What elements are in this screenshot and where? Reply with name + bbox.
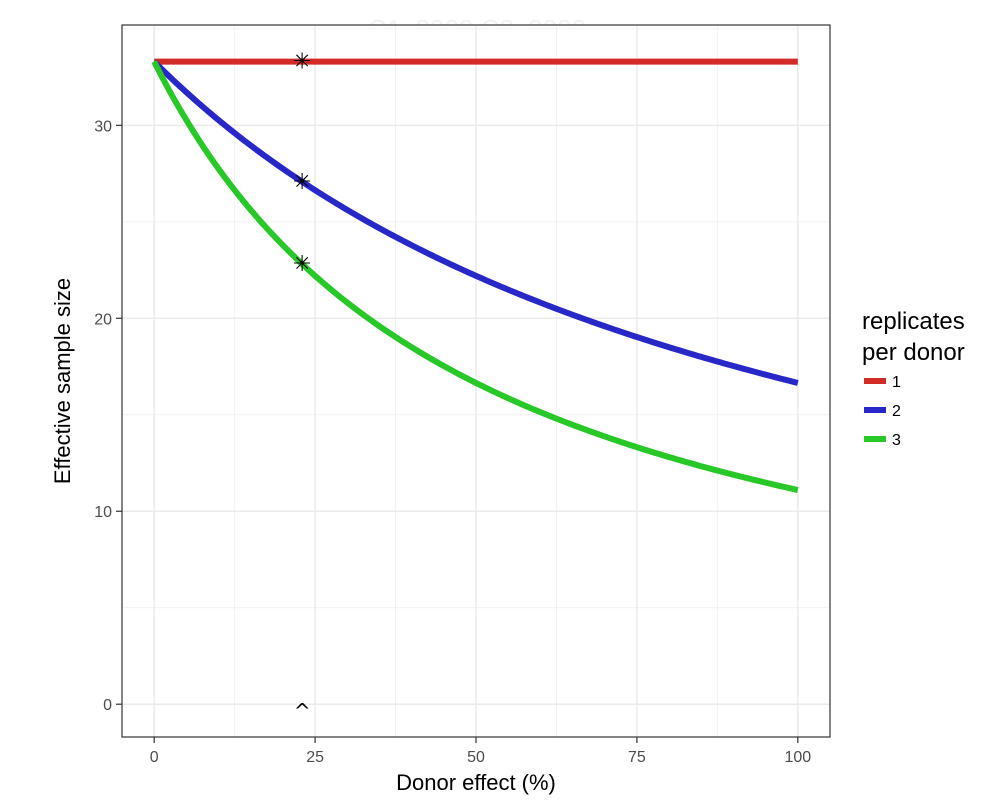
legend-title-line-2: per donor — [862, 339, 965, 366]
y-axis-title: Effective sample size — [50, 278, 75, 484]
star-marker-3: ✳ — [293, 252, 311, 277]
star-marker-1: ✳ — [293, 50, 311, 75]
series-line-3 — [151, 60, 799, 493]
series-lines — [151, 58, 799, 493]
y-tick-label: 30 — [94, 118, 112, 135]
x-tick-label: 100 — [784, 749, 811, 766]
series-line-2 — [152, 59, 799, 386]
axis-ticks: 0 25 50 75 100 0 10 20 30 — [94, 118, 811, 766]
legend-keys: 1 2 3 — [864, 374, 901, 449]
caret-marker: ^ — [294, 699, 311, 723]
star-marker-2: ✳ — [293, 170, 311, 195]
x-tick-label: 0 — [150, 749, 159, 766]
legend-label-2: 2 — [892, 403, 901, 420]
y-tick-label: 0 — [103, 697, 112, 714]
annotation-markers: ✳ ✳ ✳ ^ — [293, 50, 311, 724]
x-axis-title: Donor effect (%) — [396, 770, 556, 795]
legend-label-3: 3 — [892, 432, 901, 449]
legend: replicates per donor 1 2 3 — [862, 308, 965, 449]
legend-title-line-1: replicates — [862, 308, 965, 335]
legend-label-1: 1 — [892, 374, 901, 391]
y-tick-label: 10 — [94, 504, 112, 521]
x-tick-label: 25 — [306, 749, 324, 766]
x-tick-label: 75 — [628, 749, 646, 766]
x-tick-label: 50 — [467, 749, 485, 766]
y-tick-label: 20 — [94, 311, 112, 328]
